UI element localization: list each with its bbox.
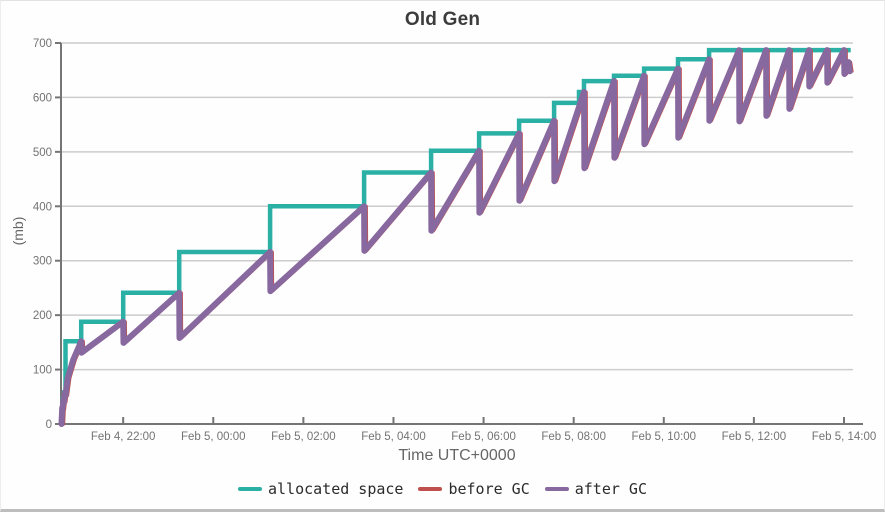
legend-marker-before-gc-icon xyxy=(418,487,443,491)
legend-label-allocated-space: allocated space xyxy=(268,480,404,498)
series-before-gc[interactable] xyxy=(62,48,854,426)
legend-item-after-gc[interactable]: after GC xyxy=(544,480,647,498)
x-tick-label: Feb 4, 22:00 xyxy=(91,431,156,443)
x-tick-label: Feb 5, 12:00 xyxy=(722,431,787,443)
x-tick-label: Feb 5, 00:00 xyxy=(181,431,246,443)
x-tick-label: Feb 5, 10:00 xyxy=(631,431,696,443)
legend-marker-allocated-space-icon xyxy=(238,487,262,491)
x-tick-label: Feb 5, 14:00 xyxy=(812,431,877,443)
x-tick-label: Feb 5, 06:00 xyxy=(451,431,516,443)
y-tick-label: 100 xyxy=(33,365,52,377)
y-tick-label: 400 xyxy=(33,201,52,213)
y-tick-label: 0 xyxy=(46,419,52,431)
y-tick-label: 200 xyxy=(33,310,52,322)
legend-item-allocated-space[interactable]: allocated space xyxy=(238,480,403,498)
y-tick-label: 300 xyxy=(33,256,52,268)
x-axis-label: Time UTC+0000 xyxy=(398,447,516,464)
y-tick-label: 700 xyxy=(33,38,52,50)
legend-marker-after-gc-icon xyxy=(544,487,569,491)
chart-legend: allocated space before GC after GC xyxy=(1,480,884,498)
x-tick-label: Feb 5, 08:00 xyxy=(541,431,606,443)
legend-label-before-gc: before GC xyxy=(448,480,530,498)
y-tick-label: 600 xyxy=(33,92,52,104)
series-allocated-space[interactable] xyxy=(60,47,851,410)
chart-title: Old Gen xyxy=(404,9,481,30)
series-after-gc[interactable] xyxy=(58,47,853,427)
x-tick-label: Feb 5, 04:00 xyxy=(361,431,426,443)
x-tick-label: Feb 5, 02:00 xyxy=(271,431,336,443)
old-gen-chart: 0 100 200 300 400 500 600 700 Feb 4, 22:00 Feb 5,… xyxy=(33,38,877,443)
legend-item-before-gc[interactable]: before GC xyxy=(418,480,530,498)
y-tick-label: 500 xyxy=(33,147,52,159)
legend-label-after-gc: after GC xyxy=(574,480,647,498)
